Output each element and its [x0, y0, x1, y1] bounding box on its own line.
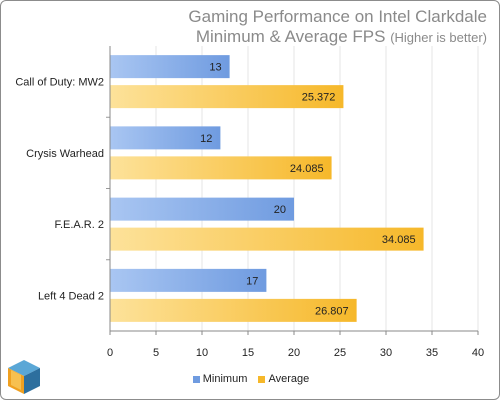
x-tick-label-0: 0: [107, 347, 113, 359]
bar-average-1: [110, 156, 332, 180]
bar-average-0: [110, 85, 344, 109]
category-label-1: Crysis Warhead: [26, 148, 104, 160]
legend: Minimum Average: [1, 373, 500, 386]
chart-title: Gaming Performance on Intel Clarkdale Mi…: [188, 7, 487, 48]
value-label-minimum-0: 13: [209, 62, 221, 74]
x-tick-label-40: 40: [472, 347, 484, 359]
x-tick-label-20: 20: [288, 347, 300, 359]
x-tick-label-5: 5: [153, 347, 159, 359]
category-label-3: Left 4 Dead 2: [38, 290, 104, 302]
bar-minimum-1: [110, 126, 221, 150]
value-label-average-0: 25.372: [302, 92, 336, 104]
value-label-minimum-2: 20: [274, 204, 286, 216]
legend-swatch-minimum: [192, 375, 200, 383]
legend-label-minimum: Minimum: [202, 373, 248, 385]
value-label-minimum-1: 12: [200, 133, 212, 145]
x-tick-label-15: 15: [242, 347, 254, 359]
legend-label-average: Average: [268, 373, 310, 385]
legend-item-average: Average: [258, 373, 309, 385]
title-line-2-note: (Higher is better): [390, 30, 487, 45]
bar-average-2: [110, 227, 424, 251]
x-tick-label-30: 30: [380, 347, 392, 359]
bar-average-3: [110, 298, 357, 322]
bar-minimum-3: [110, 268, 267, 292]
legend-item-minimum: Minimum: [192, 373, 248, 385]
value-label-average-2: 34.085: [382, 234, 416, 246]
x-tick-label-10: 10: [196, 347, 208, 359]
category-label-2: F.E.A.R. 2: [54, 219, 104, 231]
title-line-2: Minimum & Average FPS (Higher is better): [188, 27, 487, 48]
legend-swatch-average: [258, 375, 266, 383]
category-label-0: Call of Duty: MW2: [15, 77, 104, 89]
bar-minimum-2: [110, 197, 294, 221]
bar-minimum-0: [110, 55, 230, 79]
x-tick-label-25: 25: [334, 347, 346, 359]
title-line-2-main: Minimum & Average FPS: [195, 27, 391, 46]
title-line-1: Gaming Performance on Intel Clarkdale: [188, 7, 487, 26]
value-label-average-3: 26.807: [315, 305, 349, 317]
cube-logo-icon: [8, 360, 40, 394]
x-tick-label-35: 35: [426, 347, 438, 359]
value-label-minimum-3: 17: [246, 275, 258, 287]
value-label-average-1: 24.085: [290, 163, 324, 175]
